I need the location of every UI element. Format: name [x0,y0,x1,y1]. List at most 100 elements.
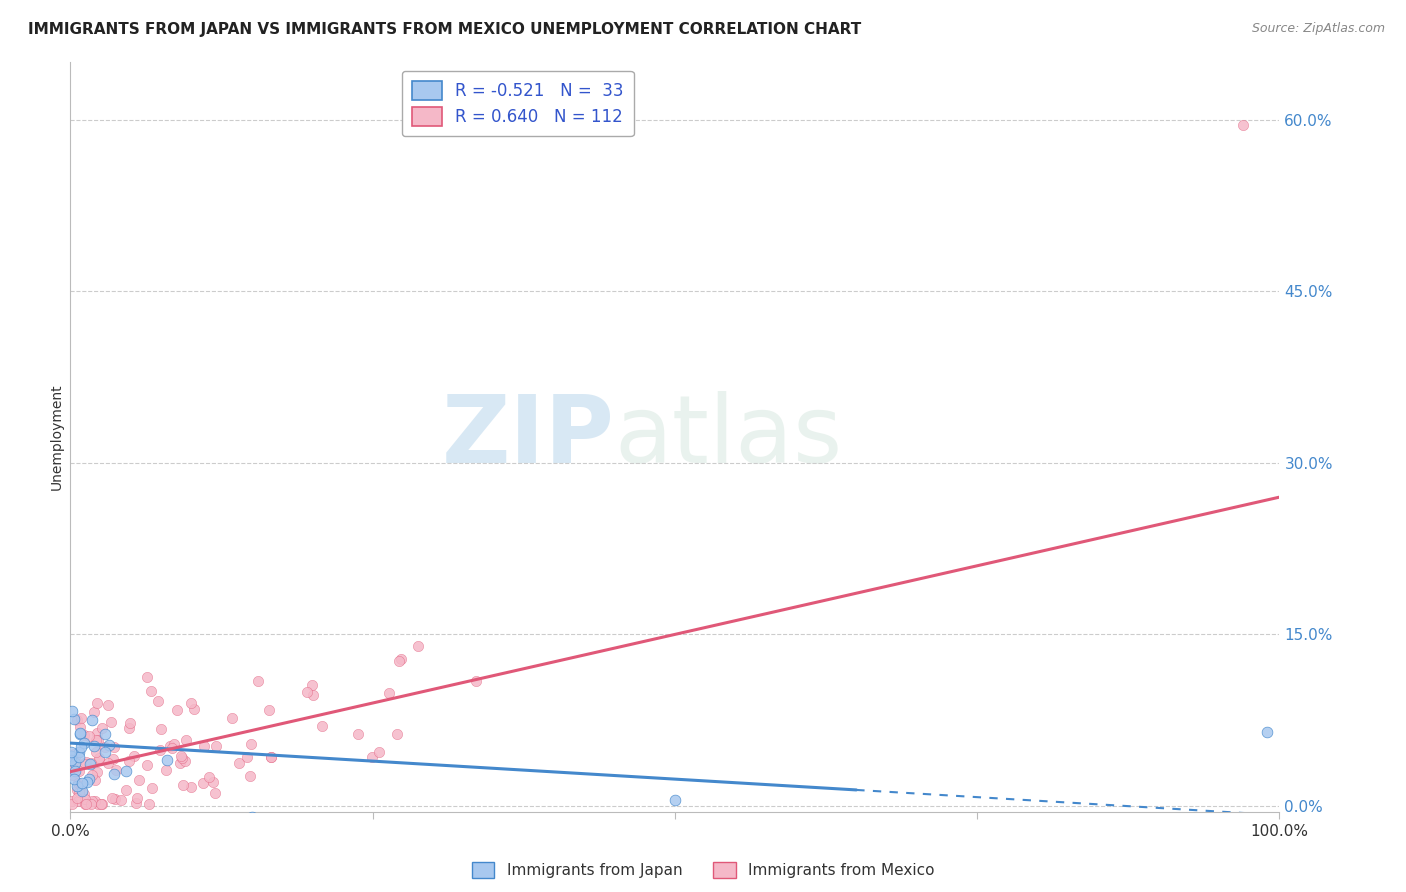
Point [174,754,197,768]
Point [87,753,110,767]
Point [197,770,219,784]
Point [60,759,83,773]
Point [75,755,97,769]
Point [118,721,141,735]
Point [76,774,98,789]
Point [90,722,112,736]
Point [122,749,145,764]
Point [77,730,100,744]
Point [138,797,160,811]
Point [260,750,283,764]
Legend: R = -0.521   N =  33, R = 0.640   N = 112: R = -0.521 N = 33, R = 0.640 N = 112 [402,70,634,136]
Point [385,727,408,741]
Point [124,797,146,811]
Point [60,754,83,768]
Point [100,714,122,729]
Point [104,792,127,806]
Point [66,794,89,808]
Point [465,674,488,689]
Point [86,764,108,779]
Point [73,787,96,801]
Point [259,703,281,717]
Point [247,673,270,688]
Point [103,752,125,766]
Point [172,778,194,792]
Point [62,747,84,762]
Point [311,719,333,733]
Point [135,670,157,684]
Point [66,782,89,797]
Point [139,683,162,698]
Point [90,797,112,811]
Point [146,694,169,708]
Point [72,736,94,750]
Point [1232,119,1254,133]
Point [63,756,86,770]
Point [80,795,103,809]
Point [67,750,90,764]
Point [118,715,141,730]
Point [59,745,82,759]
Point [62,713,84,727]
Point [70,779,93,793]
Point [174,733,197,747]
Point [100,791,122,805]
Point [228,756,250,770]
Point [180,780,202,794]
Point [295,684,318,698]
Point [389,652,412,666]
Point [60,749,83,764]
Point [60,794,83,808]
Point [141,781,163,796]
Point [82,713,104,727]
Point [87,797,110,811]
Text: atlas: atlas [614,391,842,483]
Point [115,783,138,797]
Point [360,749,382,764]
Point [169,748,191,763]
Point [65,764,87,778]
Point [67,785,90,799]
Point [60,704,83,718]
Point [83,705,105,719]
Point [75,757,97,772]
Point [159,739,181,753]
Point [368,745,391,759]
Point [84,794,107,808]
Point [62,768,84,782]
Point [86,733,108,747]
Point [302,688,325,702]
Point [82,768,104,782]
Point [156,753,179,767]
Point [94,726,117,740]
Point [69,720,91,734]
Point [193,739,215,753]
Point [664,793,686,807]
Point [103,739,125,754]
Point [166,703,188,717]
Point [70,711,93,725]
Y-axis label: Unemployment: Unemployment [49,384,63,491]
Point [204,786,226,800]
Point [347,727,370,741]
Point [63,772,86,787]
Point [72,728,94,742]
Point [240,737,263,751]
Point [172,751,194,765]
Text: ZIP: ZIP [441,391,614,483]
Point [388,654,411,668]
Point [80,797,103,811]
Point [204,739,226,753]
Point [86,732,108,747]
Point [97,756,120,770]
Point [110,793,132,807]
Point [96,698,118,713]
Point [75,792,97,806]
Point [87,751,110,765]
Point [221,711,243,725]
Point [75,797,97,811]
Point [86,696,108,710]
Point [66,779,89,793]
Point [86,725,108,739]
Point [301,678,323,692]
